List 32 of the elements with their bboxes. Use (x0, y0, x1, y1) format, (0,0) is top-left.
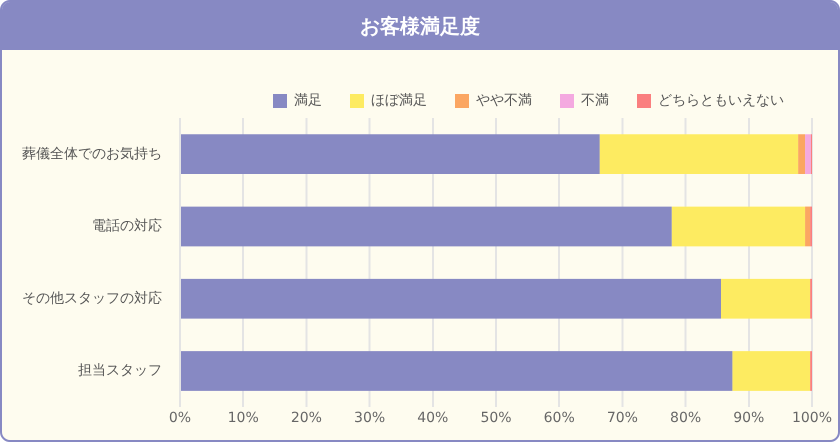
bar (720, 278, 810, 319)
legend-label: やや不満 (476, 92, 532, 109)
x-tick-label: 40% (417, 410, 448, 426)
bar (732, 351, 810, 391)
x-tick-label: 50% (480, 410, 512, 426)
legend-label: ほぼ満足 (371, 92, 427, 109)
bar (600, 134, 798, 174)
x-tick-label: 80% (670, 410, 702, 426)
bar (798, 134, 806, 174)
bar (805, 206, 810, 246)
bar (181, 351, 732, 391)
x-tick-label: 0% (168, 410, 192, 426)
legend-label: 満足 (294, 92, 322, 109)
x-tick-label: 90% (733, 410, 764, 426)
bar (672, 206, 806, 246)
chart-title: お客様満足度 (2, 2, 838, 50)
bar (181, 134, 600, 174)
x-tick-label: 100% (792, 410, 832, 426)
legend-label: どちらともいえない (658, 92, 784, 109)
x-tick-label: 30% (354, 410, 386, 426)
bar (181, 206, 672, 246)
y-tick-label: 電話の対応 (92, 218, 162, 234)
x-tick-label: 70% (606, 410, 638, 426)
legend-label: 不満 (581, 92, 609, 109)
y-tick-label: 担当スタッフ (78, 362, 162, 379)
x-tick-label: 60% (544, 410, 575, 426)
y-tick-label: その他スタッフの対応 (22, 290, 162, 306)
y-tick-label: 葬儀全体でのお気持ち (22, 146, 162, 162)
x-tick-label: 20% (290, 410, 322, 426)
bar (805, 134, 811, 174)
x-tick-label: 10% (228, 410, 259, 426)
bar (181, 278, 721, 319)
